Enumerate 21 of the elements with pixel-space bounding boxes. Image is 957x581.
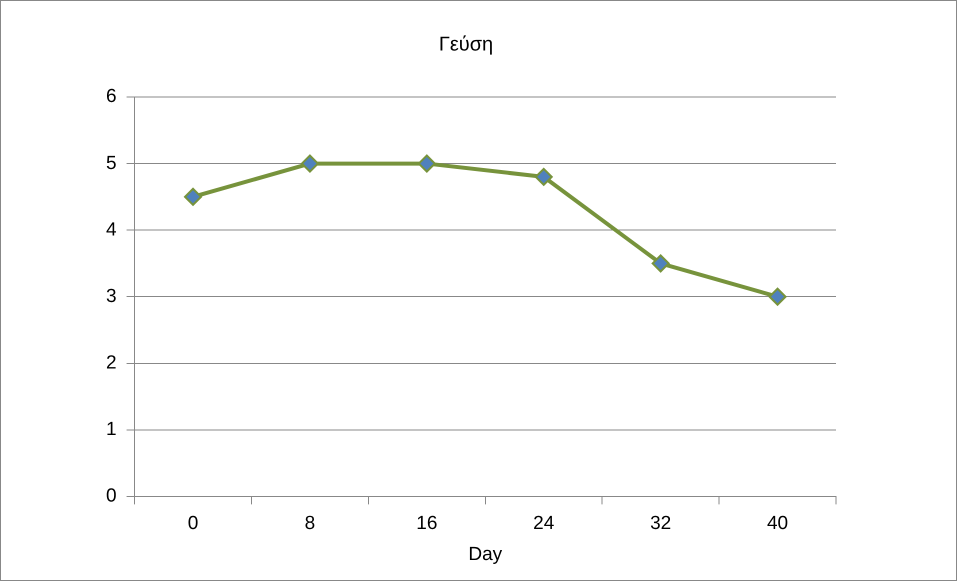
point — [300, 154, 319, 173]
y-tick-label: 1 — [106, 419, 117, 440]
x-tick-label: 16 — [416, 513, 438, 534]
x-axis-title: Day — [468, 544, 503, 565]
y-tick-label: 5 — [106, 152, 117, 174]
y-tick-label: 4 — [106, 219, 117, 240]
y-tick-label: 0 — [106, 486, 117, 507]
x-tick-label: 32 — [650, 513, 672, 534]
x-tick-label: 40 — [766, 513, 788, 534]
x-tick-label: 0 — [188, 513, 198, 534]
point — [534, 168, 553, 186]
point — [418, 154, 436, 173]
y-tick-label: 2 — [106, 352, 117, 374]
y-tick-label: 6 — [106, 86, 117, 108]
y-tick-label: 3 — [106, 286, 117, 307]
chart-title: Γεύση — [438, 34, 494, 56]
point — [652, 254, 670, 272]
point — [768, 288, 787, 306]
point — [184, 188, 202, 206]
x-tick-label: 8 — [304, 513, 316, 534]
x-tick-label: 24 — [533, 513, 555, 534]
